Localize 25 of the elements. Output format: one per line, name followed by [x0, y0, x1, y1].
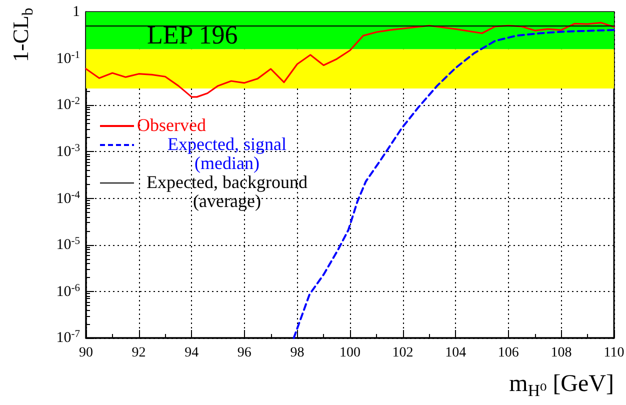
x-tick-label: 98 [290, 346, 304, 360]
annotation: LEP 196 [147, 20, 238, 50]
x-tick-label: 90 [79, 346, 93, 360]
x-tick-label: 100 [340, 346, 360, 360]
legend-label: Expected, signal (median) [166, 134, 288, 173]
line-series [85, 22, 615, 98]
y-tick-label: 10$^{-7}$ [56, 329, 80, 346]
x-tick-label: 94 [184, 346, 199, 360]
y-tick-label: 10$^{-3}$ [56, 142, 80, 160]
y-tick-label: 10$^{-1}$ [56, 50, 80, 67]
x-tick-label: 106 [498, 346, 519, 360]
y-tick-label: 10$^{-6}$ [56, 282, 80, 300]
x-tick-label: 96 [237, 346, 252, 360]
x-tick-label: 102 [392, 346, 414, 360]
y-tick-label: 10$^{-2}$ [56, 96, 80, 114]
legend-label: Observed [137, 115, 206, 135]
x-tick-label: 92 [132, 346, 146, 360]
x-tick-label: 110 [604, 346, 624, 360]
y-tick-label: 1 [72, 4, 80, 20]
x-axis-title: m$_{H⁰}$ [GeV] [509, 371, 614, 400]
y-tick-label: 10$^{-4}$ [56, 189, 80, 207]
y-tick-label: 10$^{-5}$ [56, 236, 80, 254]
x-tick-label: 104 [445, 346, 466, 360]
x-tick-label: 108 [550, 346, 572, 360]
legend-label: Expected, background (average) [146, 172, 308, 211]
